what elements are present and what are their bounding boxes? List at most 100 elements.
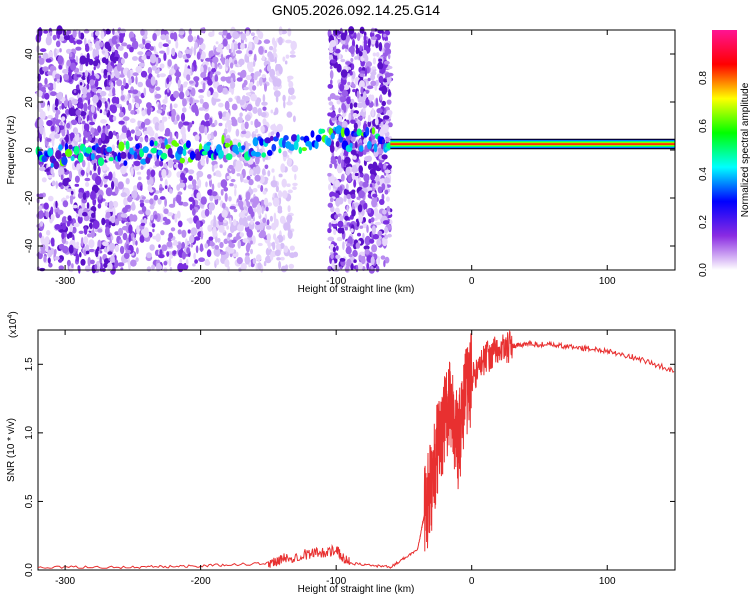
speckle: [84, 265, 91, 272]
speckle: [287, 27, 292, 37]
trace-blob: [289, 144, 296, 151]
speckle: [184, 49, 191, 55]
speckle: [222, 145, 229, 156]
trace-blob: [330, 132, 335, 140]
speckle: [121, 42, 128, 47]
speckle: [222, 219, 227, 224]
speckle: [190, 243, 194, 248]
speckle: [93, 113, 97, 120]
speckle: [262, 217, 267, 224]
speckle: [164, 94, 168, 102]
speckle: [129, 213, 134, 222]
speckle: [276, 257, 281, 261]
speckle: [230, 178, 236, 183]
speckle: [263, 197, 269, 206]
speckle: [225, 111, 230, 121]
speckle: [357, 204, 363, 213]
speckle: [101, 57, 107, 64]
speckle: [213, 215, 216, 224]
speckle: [226, 175, 232, 180]
speckle: [148, 189, 154, 193]
speckle: [362, 181, 369, 188]
speckle: [290, 95, 296, 100]
speckle: [386, 99, 392, 105]
speckle: [198, 89, 205, 93]
speckle: [220, 179, 228, 189]
speckle: [204, 126, 208, 136]
speckle: [275, 185, 279, 193]
speckle: [132, 97, 135, 103]
speckle: [217, 182, 221, 189]
speckle: [37, 133, 42, 139]
speckle: [385, 137, 391, 143]
speckle: [186, 240, 190, 245]
speckle: [278, 65, 283, 75]
snr-ytick-label-1: 0.5: [24, 494, 35, 508]
speckle: [179, 164, 183, 171]
speckle: [366, 224, 369, 233]
speckle: [346, 193, 352, 200]
speckle: [255, 165, 261, 175]
speckle: [159, 50, 166, 54]
speckle: [83, 102, 88, 112]
speckle: [282, 218, 286, 225]
speckle: [193, 76, 200, 82]
speckle: [351, 63, 355, 70]
speckle: [187, 229, 191, 234]
speckle: [77, 102, 83, 109]
speckle: [76, 39, 83, 45]
speckle: [117, 227, 124, 236]
speckle: [345, 246, 352, 255]
speckle: [70, 62, 77, 71]
speckle: [111, 46, 116, 53]
speckle: [208, 31, 214, 38]
speckle: [240, 122, 245, 131]
speckle: [117, 262, 125, 267]
speckle: [55, 200, 58, 209]
speckle: [339, 266, 343, 270]
speckle: [80, 111, 87, 117]
speckle: [92, 220, 100, 230]
trace-blob: [365, 126, 370, 137]
speckle: [109, 114, 115, 123]
speckle: [66, 188, 74, 193]
speckle: [71, 108, 77, 117]
speckle: [350, 228, 354, 233]
speckle: [375, 40, 379, 49]
speckle: [80, 258, 86, 266]
speckle: [145, 209, 151, 216]
speckle: [167, 59, 172, 67]
speckle: [286, 101, 293, 106]
speckle: [232, 219, 237, 226]
speckle: [367, 77, 371, 82]
speckle: [136, 171, 142, 175]
speckle: [340, 32, 347, 41]
speckle: [182, 138, 188, 143]
speckle: [85, 190, 90, 198]
speckle: [369, 168, 376, 175]
speckle: [362, 91, 367, 101]
speckle: [168, 257, 172, 267]
speckle: [123, 116, 130, 121]
speckle: [149, 198, 154, 205]
speckle: [375, 124, 380, 130]
speckle: [279, 242, 285, 249]
speckle: [106, 167, 110, 172]
speckle: [135, 130, 142, 137]
speckle: [287, 205, 291, 213]
trace-blob: [176, 146, 184, 155]
speckle: [256, 205, 262, 215]
speckle: [369, 238, 375, 244]
speckle: [96, 246, 100, 252]
speckle: [237, 116, 243, 124]
speckle: [187, 169, 195, 175]
spectrogram-xlabel: Height of straight line (km): [298, 284, 415, 295]
speckle: [153, 214, 158, 220]
speckle: [328, 101, 334, 106]
speckle: [207, 224, 213, 232]
speckle: [289, 245, 295, 251]
speckle: [274, 237, 279, 245]
speckle: [200, 230, 204, 240]
speckle: [382, 78, 388, 83]
speckle: [131, 40, 139, 50]
